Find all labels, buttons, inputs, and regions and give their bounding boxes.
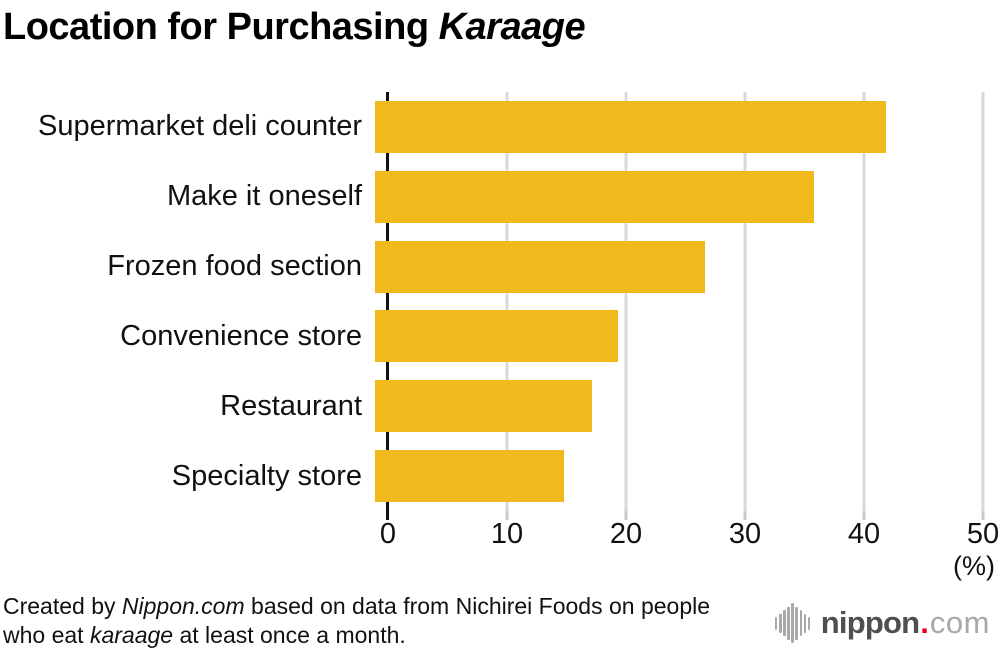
x-tick-label: 40 [847, 518, 881, 550]
bar-track [375, 170, 970, 223]
soundwave-bar [795, 606, 798, 640]
category-label: Supermarket deli counter [38, 110, 362, 143]
bar [375, 100, 886, 153]
page-title-main: Location for Purchasing [3, 6, 439, 48]
bar-row: Convenience store [0, 301, 983, 371]
gridline [981, 92, 985, 511]
axis-tick [743, 511, 747, 520]
logo-tld: com [929, 605, 990, 640]
x-tick-label: 20 [609, 518, 643, 550]
x-tick-label: 10 [490, 518, 524, 550]
category-label: Make it oneself [166, 180, 362, 213]
x-axis-labels: 0 10 20 30 40 50 [380, 518, 999, 558]
gridline [743, 92, 747, 511]
soundwave-bar [783, 610, 786, 636]
bar-row: Restaurant [0, 371, 983, 441]
gridlines [388, 92, 985, 520]
logo-name: nippon [820, 605, 920, 640]
axis-tick [505, 511, 509, 520]
axis-tick [624, 511, 628, 520]
footer-segment: Created by [3, 593, 122, 619]
bar [375, 380, 592, 433]
bar-track [375, 240, 970, 293]
soundwave-bar [791, 603, 794, 643]
gridline [505, 92, 509, 511]
axis-tick [862, 511, 866, 520]
x-tick-label: 50 [966, 518, 1000, 550]
soundwave-bar [774, 616, 778, 630]
category-label: Restaurant [220, 389, 362, 422]
category-label: Convenience store [120, 319, 362, 352]
bar-track [375, 450, 970, 503]
page-title: Location for Purchasing Karaage [3, 6, 586, 49]
footer-note: Created by Nippon.com based on data from… [3, 592, 728, 649]
bar-chart: Supermarket deli counter Make it oneself F… [0, 92, 983, 511]
x-axis-unit-label: (%) [953, 551, 995, 581]
bar [375, 450, 565, 503]
page-title-emphasis: Karaage [438, 6, 586, 48]
soundwave-bar [803, 613, 807, 633]
bar-track [375, 380, 970, 433]
bar-track [375, 100, 970, 153]
soundwave-bar [779, 613, 782, 633]
nippon-logo: nippon . com [774, 601, 990, 645]
soundwave-icon [774, 603, 812, 643]
footer-segment: based on data from Nichirei Foods on peo… [3, 593, 711, 648]
bar [375, 310, 618, 363]
category-label: Specialty store [171, 459, 362, 492]
soundwave-bar [787, 606, 790, 640]
y-axis-line [386, 92, 389, 520]
soundwave-bar [799, 610, 803, 636]
x-tick-label: 0 [379, 518, 397, 550]
bar [375, 170, 815, 223]
footer-italic-segment: Nippon.com [121, 593, 245, 619]
axis-tick [981, 511, 985, 520]
gridline [624, 92, 628, 511]
bar [375, 240, 705, 293]
logo-text: nippon . com [821, 605, 990, 641]
bar-track [375, 310, 970, 363]
x-tick-label: 30 [728, 518, 762, 550]
logo-dot: . [920, 605, 929, 640]
bar-row: Supermarket deli counter [0, 92, 983, 162]
soundwave-bar [807, 616, 811, 630]
footer-italic-segment: karaage [89, 621, 174, 648]
bar-row: Make it oneself [0, 162, 983, 232]
bar-row: Frozen food section [0, 232, 983, 302]
bar-row: Specialty store [0, 441, 983, 511]
gridline [862, 92, 866, 511]
footer-segment: at least once a month. [173, 621, 406, 648]
category-label: Frozen food section [107, 250, 362, 283]
